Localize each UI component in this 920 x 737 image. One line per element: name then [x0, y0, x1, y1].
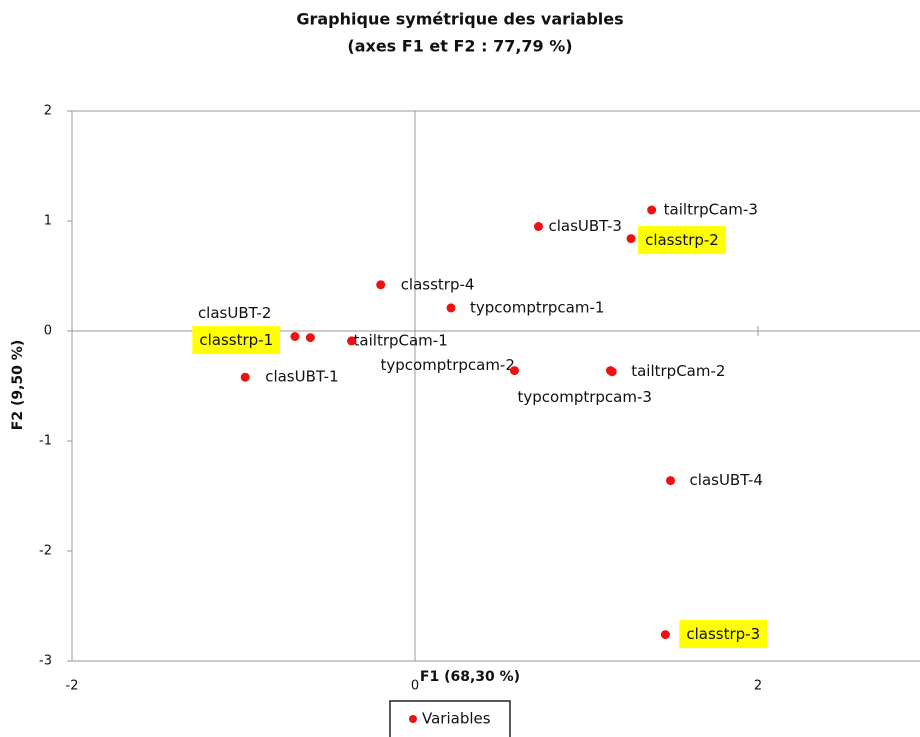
point	[305, 333, 315, 343]
point	[446, 303, 456, 313]
legend-label: Variables	[422, 710, 491, 728]
chart-title: Graphique symétrique des variables	[296, 10, 623, 29]
y-tick-label: -1	[39, 434, 52, 449]
point-label: typcomptrpcam-3	[518, 388, 652, 406]
point-label: clasUBT-1	[265, 368, 338, 386]
point	[240, 372, 250, 382]
label-highlight	[192, 326, 281, 355]
y-tick-label: 1	[44, 214, 52, 229]
plot-area	[71, 110, 920, 662]
point-label: classtrp-3	[686, 625, 760, 643]
y-tick-label: -3	[39, 654, 52, 669]
point-label: typcomptrpcam-2	[380, 356, 514, 374]
point	[666, 476, 676, 486]
point-label: tailtrpCam-3	[664, 201, 758, 219]
plot-border	[71, 110, 920, 662]
point	[347, 336, 357, 346]
point	[606, 366, 616, 376]
x-tick-label: 0	[411, 679, 419, 694]
y-tick-label: -2	[39, 544, 52, 559]
label-highlight	[679, 620, 768, 649]
point-label: classtrp-1	[199, 331, 273, 349]
chart-subtitle: (axes F1 et F2 : 77,79 %)	[347, 37, 572, 56]
point-label: clasUBT-2	[198, 304, 271, 322]
y-tick-label: 0	[44, 324, 52, 339]
point-label: clasUBT-3	[548, 217, 621, 235]
point	[509, 366, 519, 376]
label-highlight	[638, 226, 726, 255]
point	[376, 280, 386, 290]
point-label: typcomptrpcam-1	[470, 298, 604, 316]
point	[533, 222, 543, 231]
point	[290, 332, 300, 341]
y-tick-label: 2	[44, 104, 52, 119]
point-label: clasUBT-4	[690, 471, 763, 489]
x-tick-label: -2	[66, 679, 79, 694]
point-label: tailtrpCam-2	[631, 362, 725, 380]
point	[647, 205, 657, 215]
point	[660, 630, 670, 640]
legend-marker	[409, 715, 417, 723]
x-tick-label: 2	[754, 679, 762, 694]
point-label: classtrp-2	[645, 231, 719, 249]
point-label: tailtrpCam-1	[354, 331, 448, 349]
y-axis-title: F2 (9,50 %)	[10, 340, 26, 430]
point-label: classtrp-4	[401, 275, 475, 293]
x-axis-title: F1 (68,30 %)	[420, 669, 520, 685]
point	[626, 234, 636, 244]
